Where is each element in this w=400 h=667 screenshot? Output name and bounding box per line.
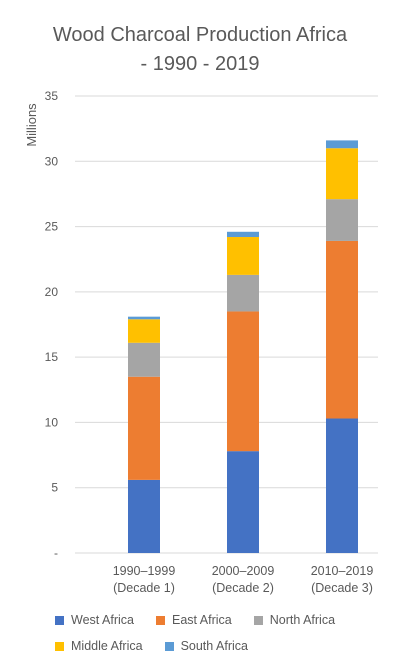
legend-row-1: West Africa East Africa North Africa xyxy=(55,607,395,633)
y-axis-label: Millions xyxy=(24,103,39,147)
y-tick-label-10: 10 xyxy=(45,415,59,429)
bar-west-africa-decade-2 xyxy=(227,451,259,553)
legend-item-south-africa: South Africa xyxy=(164,639,248,653)
y-tick-label-0: - xyxy=(54,546,58,560)
x-tick-label-2-line1: 2000–2009 xyxy=(212,564,275,578)
x-tick-label-3-line1: 2010–2019 xyxy=(311,564,374,578)
legend-label-middle-africa: Middle Africa xyxy=(71,639,143,653)
legend-label-north-africa: North Africa xyxy=(269,613,336,627)
legend-label-west-africa: West Africa xyxy=(71,613,134,627)
x-tick-label-1-line1: 1990–1999 xyxy=(113,564,176,578)
bar-north-africa-decade-1 xyxy=(128,342,160,377)
x-tick-label-3-line2: (Decade 3) xyxy=(311,581,373,595)
bar-middle-africa-decade-3 xyxy=(326,148,358,200)
legend-swatch-west-africa xyxy=(55,615,64,625)
legend-item-east-africa: East Africa xyxy=(155,613,232,627)
legend-label-south-africa: South Africa xyxy=(180,639,248,653)
bar-south-africa-decade-3 xyxy=(326,140,358,149)
legend-swatch-south-africa xyxy=(164,641,174,651)
x-tick-label-2-line2: (Decade 2) xyxy=(212,581,274,595)
legend-item-middle-africa: Middle Africa xyxy=(55,639,143,653)
bar-south-africa-decade-1 xyxy=(128,316,160,320)
bar-east-africa-decade-1 xyxy=(128,376,160,480)
y-tick-label-5: 5 xyxy=(51,481,58,495)
y-tick-label-20: 20 xyxy=(45,285,59,299)
x-tick-label-1-line2: (Decade 1) xyxy=(113,581,175,595)
legend-item-west-africa: West Africa xyxy=(55,613,134,627)
bar-middle-africa-decade-2 xyxy=(227,237,259,275)
bar-west-africa-decade-3 xyxy=(326,418,358,553)
y-tick-label-35: 35 xyxy=(45,89,59,103)
legend-swatch-north-africa xyxy=(253,615,263,625)
bar-north-africa-decade-3 xyxy=(326,199,358,241)
legend-swatch-east-africa xyxy=(155,615,165,625)
bar-east-africa-decade-3 xyxy=(326,240,358,419)
y-tick-label-25: 25 xyxy=(45,220,59,234)
bar-east-africa-decade-2 xyxy=(227,311,259,452)
bar-north-africa-decade-2 xyxy=(227,274,259,312)
chart-subtitle: - 1990 - 2019 xyxy=(140,53,260,75)
legend-swatch-middle-africa xyxy=(55,641,64,651)
bar-middle-africa-decade-1 xyxy=(128,319,160,343)
chart-title: Wood Charcoal Production Africa xyxy=(52,24,348,46)
y-tick-label-30: 30 xyxy=(45,154,59,168)
bar-west-africa-decade-1 xyxy=(128,479,160,553)
legend-row-2: Middle Africa South Africa xyxy=(55,633,395,659)
chart-legend: West Africa East Africa North Africa Mid… xyxy=(55,607,395,659)
bar-south-africa-decade-2 xyxy=(227,231,259,238)
y-tick-label-15: 15 xyxy=(45,350,59,364)
legend-item-north-africa: North Africa xyxy=(253,613,336,627)
legend-label-east-africa: East Africa xyxy=(171,613,232,627)
